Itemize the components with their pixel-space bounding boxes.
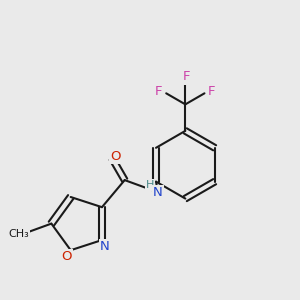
Text: F: F bbox=[183, 70, 190, 83]
Text: N: N bbox=[100, 240, 110, 253]
Text: F: F bbox=[208, 85, 216, 98]
Text: O: O bbox=[61, 250, 71, 263]
Text: CH₃: CH₃ bbox=[8, 229, 29, 239]
Text: N: N bbox=[153, 186, 163, 199]
Text: H: H bbox=[146, 180, 154, 190]
Text: O: O bbox=[110, 150, 120, 163]
Text: F: F bbox=[155, 85, 163, 98]
